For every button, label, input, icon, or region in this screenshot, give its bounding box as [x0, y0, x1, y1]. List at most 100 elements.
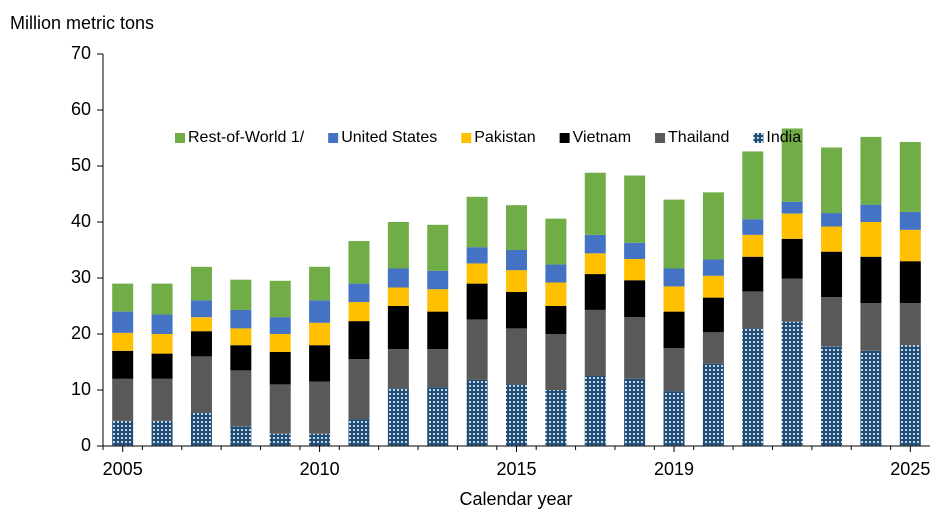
x-tick-label: 2005: [103, 459, 143, 479]
bar-segment: [624, 242, 646, 259]
bar-segment: [269, 384, 291, 434]
bar-segment: [742, 234, 764, 257]
bar-segment: [860, 204, 882, 222]
legend-swatch: [655, 133, 666, 143]
bar-segment: [781, 128, 803, 202]
bar-segment: [742, 151, 764, 220]
bar-segment: [387, 222, 409, 269]
bar-segment: [663, 286, 685, 312]
bar-segment: [584, 309, 606, 376]
bar-segment: [269, 280, 291, 318]
bar-segment: [624, 280, 646, 318]
bar-segment: [151, 353, 173, 379]
bar-segment: [860, 350, 882, 446]
bar-segment: [545, 218, 567, 265]
bar-segment: [112, 378, 134, 421]
bar-segment: [702, 332, 724, 364]
bar-segment: [702, 275, 724, 298]
bar-segment: [387, 287, 409, 306]
x-axis-label: Calendar year: [459, 489, 572, 509]
bar-segment: [821, 297, 843, 347]
legend-label: Pakistan: [474, 129, 535, 146]
y-tick-label: 20: [71, 323, 91, 343]
bar-segment: [387, 388, 409, 446]
bar-segment: [781, 213, 803, 239]
x-tick-label: 2025: [890, 459, 930, 479]
legend-label: Vietnam: [573, 129, 631, 146]
bar-segment: [663, 199, 685, 269]
x-tick-label: 2010: [300, 459, 340, 479]
bar-segment: [466, 263, 488, 284]
bar-segment: [151, 378, 173, 421]
bar-segment: [387, 268, 409, 288]
bar-segment: [466, 319, 488, 380]
bar-segment: [309, 322, 331, 346]
bar-segment: [899, 261, 921, 304]
bar-segment: [230, 345, 252, 371]
bar-segment: [112, 420, 134, 446]
legend-swatch: [753, 133, 764, 143]
bar-segment: [663, 311, 685, 348]
bar-segment: [702, 363, 724, 446]
bar-segment: [427, 289, 449, 312]
bar-segment: [702, 259, 724, 276]
bar-segment: [899, 229, 921, 262]
bar-segment: [702, 192, 724, 260]
bar-segment: [742, 219, 764, 235]
bar-segment: [781, 321, 803, 446]
bar-segment: [348, 359, 370, 420]
legend-label: Thailand: [668, 129, 729, 146]
bar-segment: [348, 321, 370, 360]
bar-segment: [860, 303, 882, 351]
legend-swatch: [461, 133, 472, 143]
bar-segment: [584, 274, 606, 310]
legend-label: Rest-of-World 1/: [188, 129, 305, 146]
bar-segment: [663, 348, 685, 392]
bar-segment: [899, 211, 921, 230]
bar-segment: [624, 378, 646, 446]
bar-segment: [506, 328, 527, 385]
bar-segment: [112, 311, 134, 333]
bar-segment: [624, 175, 646, 243]
bar-segment: [190, 356, 212, 413]
bar-segment: [348, 241, 370, 284]
bar-segment: [112, 350, 134, 379]
bar-segment: [466, 196, 488, 248]
bar-segment: [545, 264, 567, 283]
legend-swatch: [559, 133, 570, 143]
bar-segment: [545, 282, 567, 306]
bar-segment: [190, 317, 212, 332]
y-tick-label: 0: [81, 435, 91, 455]
bar-segment: [624, 258, 646, 281]
bar-segment: [781, 201, 803, 214]
bar-segment: [624, 317, 646, 379]
y-tick-label: 40: [71, 211, 91, 231]
bar-segment: [348, 419, 370, 446]
bar-segment: [506, 250, 527, 271]
bar-segment: [821, 213, 843, 227]
bar-segment: [506, 384, 527, 446]
bar-segment: [427, 387, 449, 446]
bar-segment: [151, 314, 173, 334]
bar-segment: [663, 391, 685, 446]
bar-segment: [584, 253, 606, 275]
bar-segment: [309, 381, 331, 434]
bar-segment: [112, 283, 134, 312]
bar-segment: [230, 279, 252, 310]
bar-segment: [230, 370, 252, 427]
bar-segment: [190, 331, 212, 357]
bar-segment: [309, 433, 331, 446]
y-axis-label: Million metric tons: [10, 13, 154, 33]
bar-segment: [190, 300, 212, 318]
bar-segment: [269, 433, 291, 446]
bar-segment: [899, 303, 921, 346]
bar-segment: [584, 376, 606, 446]
bar-segment: [309, 266, 331, 301]
bar-segment: [466, 379, 488, 446]
bar-segment: [781, 238, 803, 279]
bar-segment: [506, 292, 527, 329]
legend-swatch: [175, 133, 185, 143]
bar-segment: [230, 328, 252, 346]
bar-segment: [466, 247, 488, 264]
